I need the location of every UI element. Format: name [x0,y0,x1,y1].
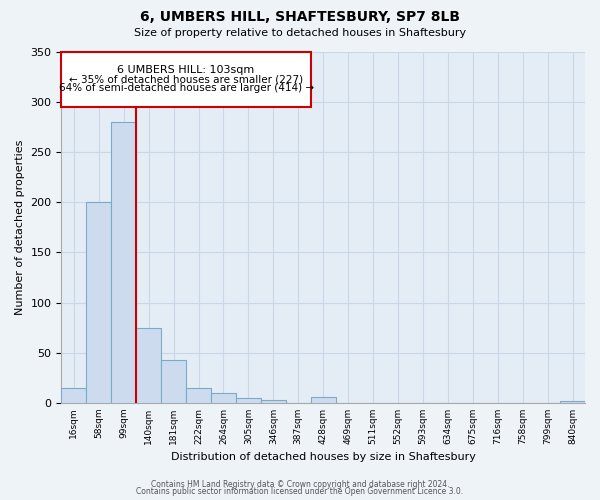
Bar [61,388,86,403]
Text: 64% of semi-detached houses are larger (414) →: 64% of semi-detached houses are larger (… [59,83,314,93]
Text: 6 UMBERS HILL: 103sqm: 6 UMBERS HILL: 103sqm [118,66,254,76]
Bar [311,397,335,403]
Text: Contains public sector information licensed under the Open Government Licence 3.: Contains public sector information licen… [136,488,464,496]
Bar [261,400,286,403]
Y-axis label: Number of detached properties: Number of detached properties [15,140,25,315]
X-axis label: Distribution of detached houses by size in Shaftesbury: Distribution of detached houses by size … [171,452,476,462]
FancyBboxPatch shape [61,52,311,106]
Bar [560,401,585,403]
Text: Size of property relative to detached houses in Shaftesbury: Size of property relative to detached ho… [134,28,466,38]
Bar [211,393,236,403]
Bar [161,360,186,403]
Text: ← 35% of detached houses are smaller (227): ← 35% of detached houses are smaller (22… [69,74,303,84]
Bar [111,122,136,403]
Bar [86,202,111,403]
Text: 6, UMBERS HILL, SHAFTESBURY, SP7 8LB: 6, UMBERS HILL, SHAFTESBURY, SP7 8LB [140,10,460,24]
Text: Contains HM Land Registry data © Crown copyright and database right 2024.: Contains HM Land Registry data © Crown c… [151,480,449,489]
Bar [236,398,261,403]
Bar [186,388,211,403]
Bar [136,328,161,403]
